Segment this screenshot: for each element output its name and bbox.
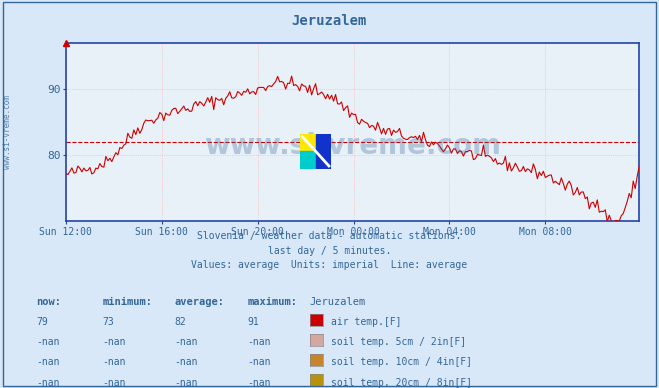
Text: minimum:: minimum: [102,297,152,307]
Text: maximum:: maximum: [247,297,297,307]
Text: average:: average: [175,297,225,307]
Text: 82: 82 [175,317,186,327]
Bar [300,134,316,151]
Text: 79: 79 [36,317,48,327]
Text: -nan: -nan [102,337,126,347]
Text: Slovenia / weather data - automatic stations.: Slovenia / weather data - automatic stat… [197,231,462,241]
Text: -nan: -nan [36,378,60,388]
Text: -nan: -nan [175,357,198,367]
Text: Jeruzalem: Jeruzalem [310,297,366,307]
Text: www.si-vreme.com: www.si-vreme.com [3,95,13,169]
Text: -nan: -nan [102,357,126,367]
Text: soil temp. 10cm / 4in[F]: soil temp. 10cm / 4in[F] [331,357,472,367]
Text: -nan: -nan [247,337,271,347]
Text: now:: now: [36,297,61,307]
Text: 91: 91 [247,317,259,327]
Text: -nan: -nan [36,357,60,367]
Text: air temp.[F]: air temp.[F] [331,317,401,327]
Text: soil temp. 5cm / 2in[F]: soil temp. 5cm / 2in[F] [331,337,466,347]
Bar [316,134,331,169]
Text: 73: 73 [102,317,114,327]
Text: soil temp. 20cm / 8in[F]: soil temp. 20cm / 8in[F] [331,378,472,388]
Text: Values: average  Units: imperial  Line: average: Values: average Units: imperial Line: av… [191,260,468,270]
Text: -nan: -nan [247,357,271,367]
Text: -nan: -nan [36,337,60,347]
Text: -nan: -nan [175,378,198,388]
Text: -nan: -nan [102,378,126,388]
Text: www.si-vreme.com: www.si-vreme.com [204,132,501,160]
Bar [300,151,316,169]
Text: last day / 5 minutes.: last day / 5 minutes. [268,246,391,256]
Text: -nan: -nan [247,378,271,388]
Text: Jeruzalem: Jeruzalem [292,14,367,28]
Text: -nan: -nan [175,337,198,347]
